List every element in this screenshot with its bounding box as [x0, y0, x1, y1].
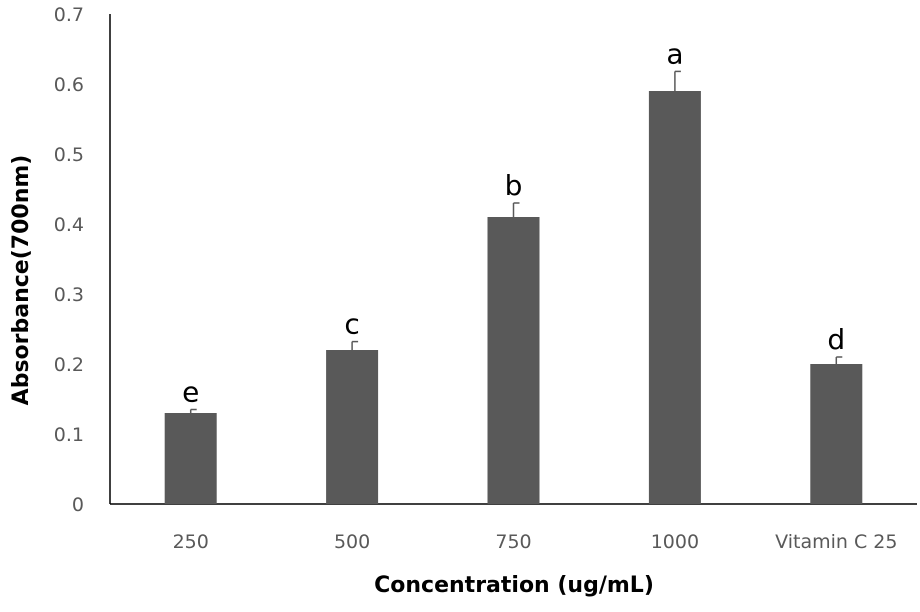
- plot-area: 0 0.1 0.2 0.3 0.4 0.5 0.6 0.7 250 e 500 c 750 b 1000 a V…: [54, 4, 917, 553]
- x-tick-label-0: 250: [173, 531, 209, 553]
- y-tick-label-5: 0.5: [54, 144, 84, 166]
- data-label-4: d: [827, 323, 845, 356]
- x-axis-title: Concentration (ug/mL): [374, 573, 654, 598]
- y-axis-title: Absorbance(700nm): [9, 155, 34, 406]
- y-tick-label-0: 0: [72, 494, 84, 516]
- y-tick-label-4: 0.4: [54, 214, 84, 236]
- bar-3: [648, 91, 701, 504]
- bar-2: [487, 217, 540, 504]
- y-tick-label-7: 0.7: [54, 4, 84, 26]
- x-tick-label-1: 500: [334, 531, 370, 553]
- bar-4: [810, 364, 863, 504]
- data-label-0: e: [182, 376, 199, 409]
- y-tick-label-1: 0.1: [54, 424, 84, 446]
- y-tick-label-2: 0.2: [54, 354, 84, 376]
- y-tick-label-3: 0.3: [54, 284, 84, 306]
- bar-0: [164, 413, 217, 504]
- y-tick-label-6: 0.6: [54, 74, 84, 96]
- x-tick-label-4: Vitamin C 25: [775, 531, 897, 553]
- x-tick-label-2: 750: [495, 531, 531, 553]
- data-label-3: a: [666, 37, 683, 70]
- x-tick-label-3: 1000: [651, 531, 699, 553]
- data-label-1: c: [344, 308, 359, 341]
- bar-1: [326, 350, 379, 504]
- data-label-2: b: [505, 169, 523, 202]
